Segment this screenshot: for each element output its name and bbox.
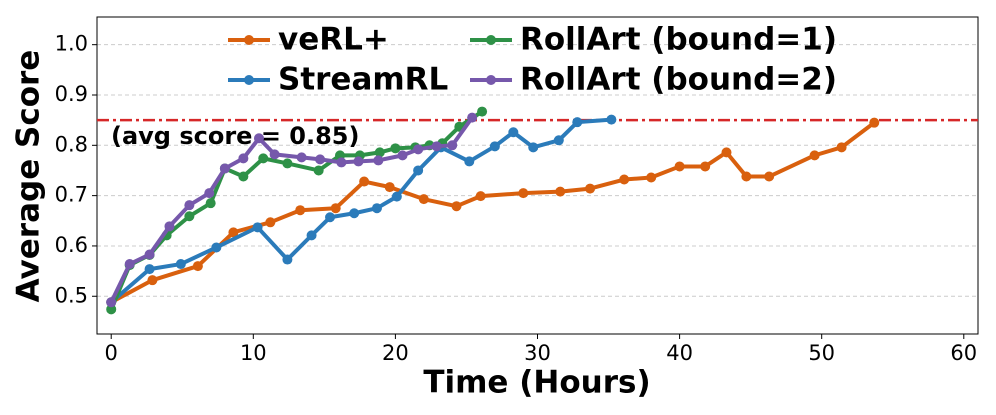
- point: [413, 144, 424, 155]
- legend-label: RollArt (bound=2): [520, 62, 837, 98]
- point: [184, 211, 195, 222]
- point: [764, 171, 775, 182]
- y-tick-label: 0.6: [55, 233, 88, 257]
- point: [467, 112, 478, 123]
- legend-marker: [486, 75, 496, 85]
- point: [219, 163, 230, 174]
- y-tick-label: 0.8: [55, 132, 88, 156]
- point: [700, 161, 711, 172]
- point: [336, 157, 347, 168]
- point: [418, 194, 429, 205]
- point: [296, 152, 307, 163]
- point: [205, 198, 216, 209]
- point: [809, 150, 820, 161]
- point: [836, 142, 847, 153]
- point: [315, 154, 326, 165]
- point: [371, 203, 382, 214]
- point: [528, 142, 539, 153]
- reference-label: (avg score = 0.85): [111, 122, 359, 150]
- point: [144, 249, 155, 260]
- point: [144, 264, 155, 275]
- y-tick-label: 1.0: [55, 32, 88, 56]
- point: [238, 171, 249, 182]
- legend-marker: [486, 35, 496, 45]
- point: [330, 203, 341, 214]
- point: [164, 221, 175, 232]
- point: [555, 186, 566, 197]
- point: [359, 176, 370, 187]
- y-axis-label: Average Score: [11, 50, 47, 303]
- point: [211, 242, 222, 253]
- point: [175, 259, 186, 270]
- point: [413, 165, 424, 176]
- point: [431, 141, 442, 152]
- point: [572, 117, 583, 128]
- point: [124, 259, 135, 270]
- point: [253, 133, 264, 144]
- legend-label: StreamRL: [278, 62, 448, 98]
- legend-marker: [244, 75, 254, 85]
- legend-label: RollArt (bound=1): [520, 22, 837, 58]
- legend-label: veRL+: [278, 22, 389, 58]
- point: [238, 153, 249, 164]
- point: [585, 183, 596, 194]
- y-tick-label: 0.7: [55, 183, 88, 207]
- y-tick-label: 0.9: [55, 82, 88, 106]
- point: [606, 114, 617, 125]
- point: [619, 174, 630, 185]
- point: [269, 149, 280, 160]
- point: [373, 155, 384, 166]
- point: [265, 217, 276, 228]
- point: [349, 208, 360, 219]
- x-axis-label: Time (Hours): [423, 365, 650, 401]
- point: [646, 172, 657, 183]
- x-tick-label: 50: [808, 341, 835, 365]
- point: [313, 165, 324, 176]
- point: [282, 158, 293, 169]
- point: [451, 201, 462, 212]
- point: [106, 304, 117, 315]
- point: [390, 143, 401, 154]
- point: [384, 182, 395, 193]
- point: [553, 135, 564, 146]
- plot-frame: [96, 16, 979, 335]
- point: [252, 222, 263, 233]
- point: [106, 297, 117, 308]
- x-tick-label: 60: [950, 341, 977, 365]
- point: [325, 212, 336, 223]
- point: [295, 205, 306, 216]
- point: [391, 191, 402, 202]
- point: [674, 161, 685, 172]
- point: [869, 117, 880, 128]
- x-tick-label: 40: [666, 341, 693, 365]
- legend-marker: [244, 35, 254, 45]
- point: [306, 230, 317, 241]
- point: [184, 200, 195, 211]
- x-tick-label: 10: [240, 341, 267, 365]
- point: [741, 171, 752, 182]
- x-tick-label: 20: [382, 341, 409, 365]
- point: [374, 147, 385, 158]
- point: [508, 127, 519, 138]
- point: [489, 141, 500, 152]
- point: [477, 106, 488, 117]
- point: [518, 188, 529, 199]
- point: [464, 156, 475, 167]
- y-tick-label: 0.5: [55, 283, 88, 307]
- point: [228, 227, 239, 238]
- x-tick-label: 0: [105, 341, 118, 365]
- point: [258, 153, 269, 164]
- point: [282, 254, 293, 265]
- point: [147, 275, 158, 286]
- point: [204, 188, 215, 199]
- point: [475, 191, 486, 202]
- x-tick-label: 30: [524, 341, 551, 365]
- point: [721, 147, 732, 158]
- point: [353, 156, 364, 167]
- point: [192, 261, 203, 272]
- point: [397, 150, 408, 161]
- point: [447, 140, 458, 151]
